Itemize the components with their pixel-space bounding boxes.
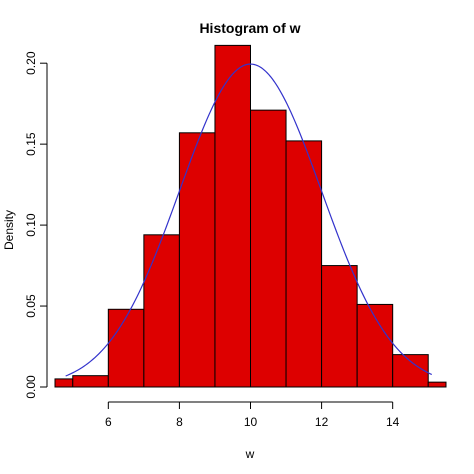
x-tick-label: 6: [105, 415, 112, 429]
bars-group: [54, 44, 447, 388]
histogram-bar: [250, 109, 287, 388]
histogram-bar: [214, 44, 251, 388]
y-tick-label: 0.05: [24, 294, 38, 318]
histogram-bar: [107, 308, 145, 388]
x-tick-label: 8: [176, 415, 183, 429]
histogram-bar: [427, 381, 447, 388]
chart-title: Histogram of w: [199, 20, 300, 36]
histogram-bar: [392, 354, 429, 388]
x-tick-label: 10: [244, 415, 258, 429]
x-tick-label: 12: [315, 415, 329, 429]
y-tick-label: 0.15: [24, 132, 38, 156]
y-tick-label: 0.00: [24, 375, 38, 399]
histogram-bar: [321, 265, 358, 388]
x-tick-label: 14: [386, 415, 400, 429]
histogram-bar: [54, 378, 74, 388]
y-tick-label: 0.10: [24, 213, 38, 237]
y-axis: 0.00 0.05 0.10 0.15 0.20: [24, 51, 48, 399]
y-tick-label: 0.20: [24, 51, 38, 75]
x-axis-title: w: [245, 447, 255, 461]
histogram-bar: [72, 375, 109, 388]
x-axis: 6 8 10 12 14: [105, 401, 400, 429]
histogram-bar: [143, 234, 180, 388]
histogram-bar: [178, 132, 216, 388]
density-curve: [65, 63, 433, 377]
histogram-bar: [285, 140, 323, 388]
y-axis-title: Density: [2, 210, 16, 250]
